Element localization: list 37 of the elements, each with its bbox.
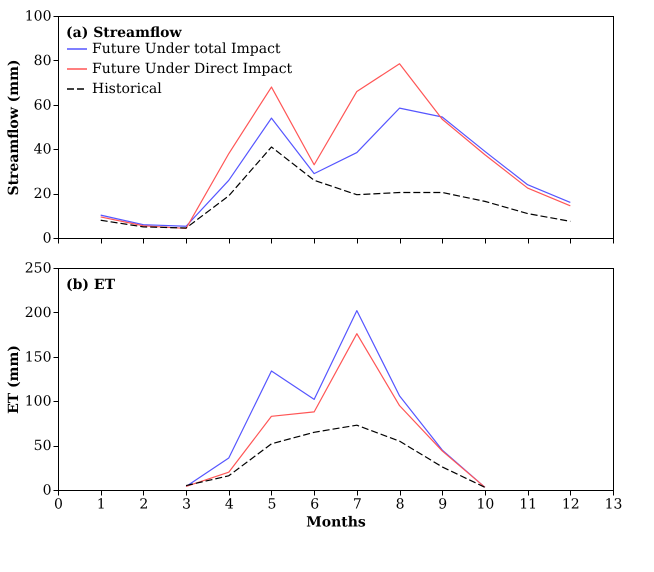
x-tick-label: 0: [54, 496, 63, 512]
line-series: [100, 108, 571, 227]
line-series: [100, 146, 571, 229]
x-tick-label: 10: [476, 496, 494, 512]
x-tick-label: 13: [604, 496, 622, 512]
legend-label: Future Under total Impact: [92, 41, 281, 57]
y-tick-label: 100: [24, 8, 52, 24]
x-tick-label: 6: [310, 496, 320, 512]
x-tick-label: 8: [396, 496, 404, 512]
y-tick-label: 80: [34, 52, 52, 69]
x-tick-label: 11: [519, 496, 538, 512]
y-axis-title: ET (mm): [6, 345, 22, 414]
y-tick-label: 0: [42, 482, 52, 498]
line-series: [185, 424, 486, 488]
y-axis-title: Streamflow (mm): [6, 59, 22, 196]
y-tick-label: 50: [34, 438, 52, 454]
x-tick-label: 2: [139, 496, 148, 512]
y-tick-label: 60: [34, 97, 52, 114]
text: (a) Streamflow: [66, 25, 182, 41]
y-tick-label: 40: [34, 142, 52, 158]
x-tick-label: 4: [224, 496, 234, 512]
x-tick-label: 9: [438, 496, 448, 512]
x-tick-label: 12: [562, 496, 580, 512]
x-axis-title: Months: [306, 514, 366, 530]
legend-label: Future Under Direct Impact: [92, 61, 293, 77]
y-tick-label: 150: [24, 349, 52, 366]
y-tick-label: 20: [34, 186, 52, 202]
x-tick-label: 7: [352, 496, 362, 512]
y-tick-label: 0: [42, 230, 52, 246]
x-tick-label: 3: [182, 496, 192, 512]
x-tick-label: 5: [268, 496, 276, 512]
y-tick-label: 200: [24, 304, 52, 321]
text: (b) ET: [66, 277, 116, 293]
y-tick-label: 250: [24, 260, 52, 276]
y-tick-label: 100: [24, 394, 52, 410]
legend-label: Historical: [92, 81, 162, 97]
x-tick-label: 1: [96, 496, 106, 512]
